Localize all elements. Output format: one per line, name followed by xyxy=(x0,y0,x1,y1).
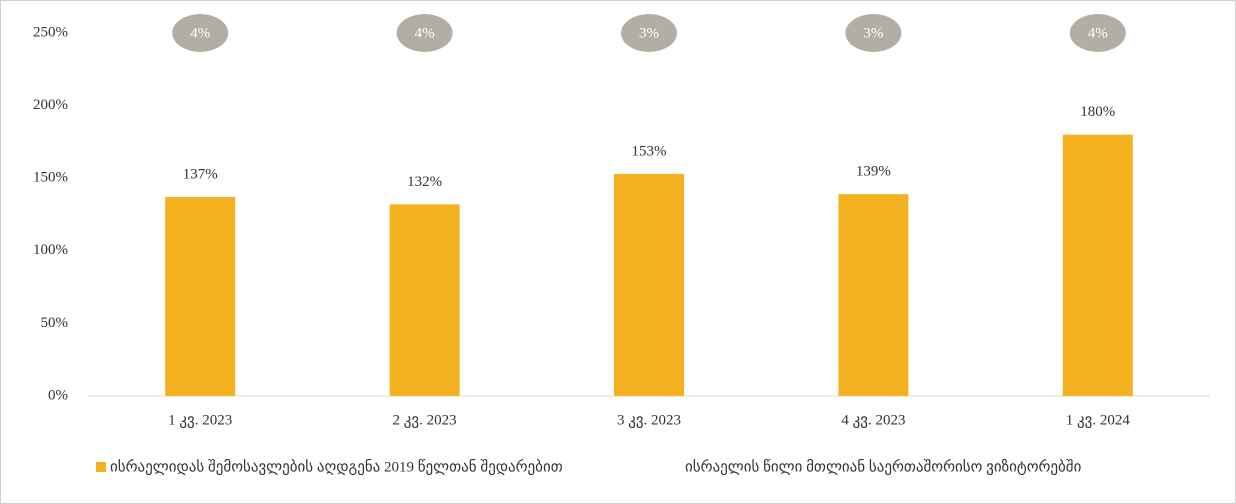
legend-swatch xyxy=(96,462,106,472)
share-label: 4% xyxy=(415,25,435,41)
share-badge xyxy=(845,14,902,52)
y-tick-label: 250% xyxy=(33,24,68,40)
y-tick-label: 50% xyxy=(41,315,69,331)
share-badge xyxy=(396,14,453,52)
share-label: 3% xyxy=(639,25,659,41)
bar xyxy=(165,197,236,396)
y-tick-label: 0% xyxy=(48,387,68,403)
x-tick-label: 4 კვ. 2023 xyxy=(841,412,905,428)
data-label: 137% xyxy=(183,167,218,183)
bar xyxy=(614,173,684,396)
data-label: 153% xyxy=(632,143,667,159)
share-label: 4% xyxy=(190,25,210,41)
share-label: 3% xyxy=(863,25,883,41)
data-label: 180% xyxy=(1080,104,1115,120)
y-tick-label: 150% xyxy=(33,170,68,186)
x-tick-label: 1 კვ. 2024 xyxy=(1066,412,1131,428)
share-label: 4% xyxy=(1088,25,1108,41)
bar xyxy=(1062,134,1133,396)
share-badge xyxy=(172,14,229,52)
share-badge xyxy=(621,14,677,52)
x-tick-label: 3 კვ. 2023 xyxy=(617,412,681,428)
data-label: 139% xyxy=(856,164,891,180)
x-tick-label: 2 კვ. 2023 xyxy=(393,412,457,428)
data-label: 132% xyxy=(407,174,442,190)
share-badge xyxy=(1069,14,1126,52)
bar xyxy=(389,204,460,396)
legend-label: ისრაელის წილი მთლიან საერთაშორისო ვიზიტო… xyxy=(685,458,1082,475)
x-tick-label: 1 კვ. 2023 xyxy=(168,412,232,428)
legend-label: ისრაელიდას შემოსავლების აღდგენა 2019 წელ… xyxy=(110,458,563,475)
bar xyxy=(838,194,909,396)
y-tick-label: 200% xyxy=(33,97,68,113)
y-tick-label: 100% xyxy=(33,242,68,258)
